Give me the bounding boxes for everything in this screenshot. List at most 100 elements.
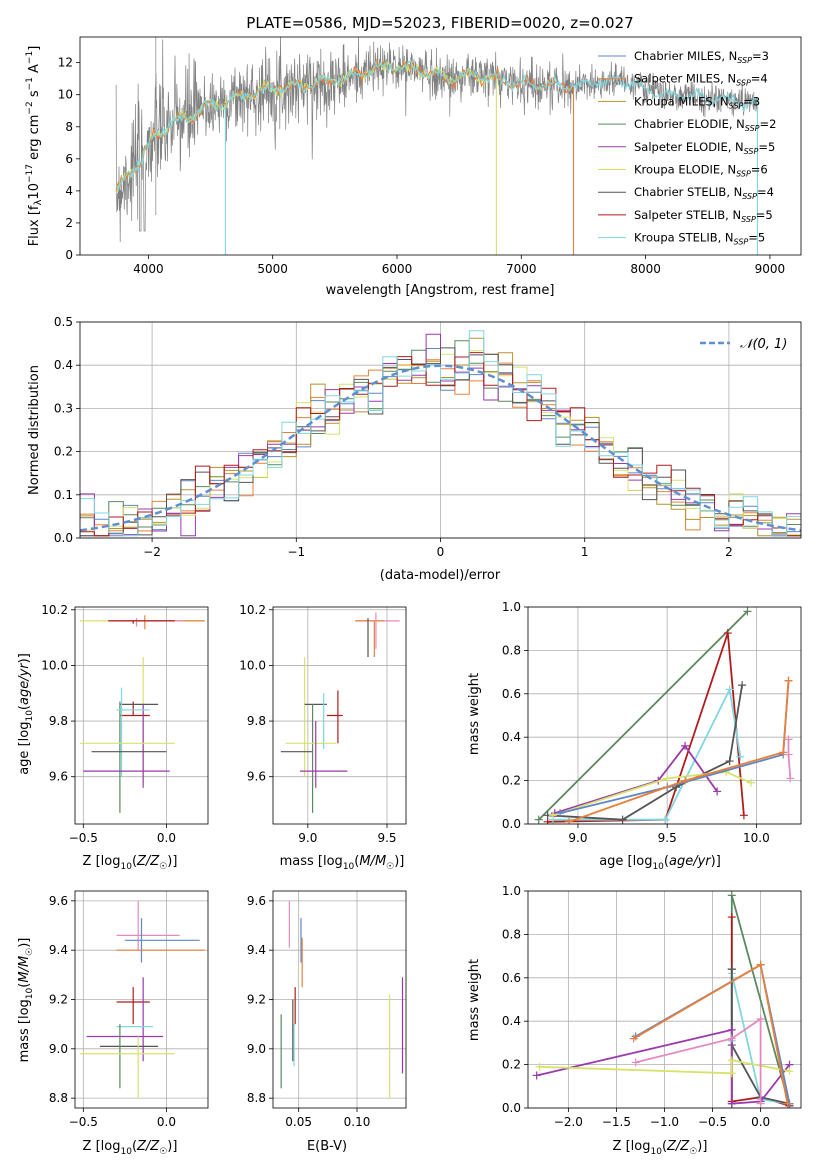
spectrum-y-tick-label: 4 <box>65 184 73 198</box>
mass-weight-vs-metallicity-point-marker <box>756 960 765 969</box>
mass-weight-vs-metallicity-series-line <box>730 969 790 1105</box>
age-vs-mass-y-tick-label: 9.6 <box>247 770 266 784</box>
mass-vs-ebv-y-tick-label: 8.8 <box>247 1091 266 1105</box>
mass-weight-vs-age-point-marker <box>725 757 734 766</box>
mass-weight-vs-metallicity-x-tick-label: −1.0 <box>650 1115 679 1129</box>
mass-weight-vs-metallicity-y-tick-label: 0.2 <box>502 1058 521 1072</box>
mass-weight-vs-age-point-marker <box>786 774 795 783</box>
spectrum-y-label-close: ] <box>27 46 42 51</box>
mass-weight-vs-metallicity-point-marker <box>783 1099 792 1108</box>
spectrum-legend-label-name: Salpeter ELODIE, N <box>634 140 744 154</box>
mass-weight-vs-age-point-marker <box>618 815 627 824</box>
spectrum-legend-label: Kroupa MILES, NSSP=3 <box>634 94 760 110</box>
spectrum-legend-label-count: =5 <box>756 208 773 222</box>
age-vs-metallicity-y-tick-label: 9.8 <box>49 714 68 728</box>
residuals-plot-area: −2 −1 0 1 2 0.0 0.1 0.2 0.3 0.4 0.5 <box>54 315 801 559</box>
mass-weight-vs-age-series-line <box>547 684 743 821</box>
age-vs-metallicity-y-label: age [log10(age/yr)] <box>17 653 35 775</box>
mass-weight-vs-age-series-line <box>538 610 749 821</box>
spectrum-legend-label-sub: SSP <box>737 56 752 65</box>
spectrum-legend-label-name: Chabrier STELIB, N <box>634 185 742 199</box>
spectrum-axes-frame <box>79 36 802 256</box>
mass-vs-ebv-panel: 0.05 0.10 8.8 9.0 9.2 9.4 9.6 <box>247 890 407 1129</box>
mass-weight-vs-metallicity-point-marker <box>785 1067 794 1076</box>
mass-weight-vs-age-point-marker <box>681 741 690 750</box>
mass-weight-vs-metallicity-x-tick-label: −1.5 <box>602 1115 631 1129</box>
residual-histogram-series <box>80 330 801 537</box>
spectrum-legend-label-name: Kroupa ELODIE, N <box>634 163 736 177</box>
mass-vs-metallicity-y-tick-label: 9.2 <box>49 993 68 1007</box>
age-vs-mass-panel: 9.0 9.5 9.6 9.8 10.0 10.2 <box>239 603 407 845</box>
mass-weight-vs-age-point-marker <box>713 787 722 796</box>
mass-weight-vs-age-point-marker <box>723 629 732 638</box>
mass-weight-vs-age-panel: 9.0 9.5 10.0 0.0 0.2 0.4 0.6 0.8 1.0 <box>502 600 802 845</box>
age-vs-metallicity-y-tick-label: 9.6 <box>49 770 68 784</box>
age-vs-mass-y-tick-label: 10.0 <box>239 658 266 672</box>
mass-vs-metallicity-y-tick-label: 8.8 <box>49 1091 68 1105</box>
residuals-panel: −2 −1 0 1 2 0.0 0.1 0.2 0.3 0.4 0.5 (data-model)/e… <box>27 315 802 583</box>
mass-vs-ebv-y-tick-label: 9.6 <box>247 894 266 908</box>
mass-vs-ebv-x-label: E(B-V) <box>307 1139 347 1154</box>
mass-weight-vs-age-point-marker <box>663 774 672 783</box>
residuals-y-tick-label: 0.4 <box>54 358 73 372</box>
mass-vs-ebv-marks <box>280 900 404 1099</box>
mass-weight-vs-age-point-marker <box>681 776 690 785</box>
residuals-x-tick-label: −2 <box>143 545 161 559</box>
spectrum-legend-label: Chabrier STELIB, NSSP=4 <box>634 185 774 201</box>
age-vs-mass-x-tick-label: 9.5 <box>377 831 396 845</box>
mass-weight-vs-metallicity-point-marker <box>756 1015 765 1024</box>
spectrum-x-tick-label: 8000 <box>630 262 661 276</box>
age-vs-mass-y-tick-label: 10.2 <box>239 603 266 617</box>
mass-weight-vs-metallicity-y-tick-label: 0.4 <box>502 1014 521 1028</box>
mass-weight-vs-metallicity-y-label: mass weight <box>467 959 482 1041</box>
spectrum-y-label-exp3: −1 <box>25 77 35 90</box>
spectrum-legend-label-count: =6 <box>751 163 768 177</box>
mass-weight-vs-metallicity-series-line <box>635 1017 762 1104</box>
mass-weight-vs-metallicity-point-marker <box>727 1069 736 1078</box>
mass-weight-vs-metallicity-y-tick-label: 0.0 <box>502 1101 521 1115</box>
residuals-x-tick-label: 0 <box>437 545 445 559</box>
mass-weight-vs-age-y-tick-label: 1.0 <box>502 600 521 614</box>
mass-weight-vs-metallicity-x-tick-label: −2.0 <box>554 1115 583 1129</box>
mass-weight-vs-age-x-tick-label: 9.5 <box>658 831 677 845</box>
residuals-marks <box>80 330 801 537</box>
age-vs-metallicity-y-tick-label: 10.0 <box>41 658 68 672</box>
mass-weight-vs-age-point-marker <box>779 748 788 757</box>
spectrum-y-label: Flux [fλ10−17 erg cm−2 s−1 A−1] <box>25 46 44 247</box>
spectrum-y-label-unit1: erg cm <box>27 115 42 164</box>
spectrum-y-label-sub: λ <box>33 199 44 205</box>
mass-weight-vs-age-point-marker <box>784 735 793 744</box>
mass-weight-vs-metallicity-axes-frame <box>527 890 802 1109</box>
mass-weight-vs-age-y-tick-label: 0.8 <box>502 643 521 657</box>
mass-weight-vs-metallicity-point-marker <box>727 1025 736 1034</box>
spectrum-y-tick-label: 12 <box>58 56 73 70</box>
mass-weight-vs-age-y-tick-label: 0.4 <box>502 730 521 744</box>
mass-weight-vs-metallicity-point-marker <box>727 1099 736 1108</box>
mass-weight-vs-metallicity-y-tick-label: 0.8 <box>502 927 521 941</box>
spectrum-legend-label-sub: SSP <box>741 215 756 224</box>
spectrum-legend-label: Kroupa ELODIE, NSSP=6 <box>634 163 768 179</box>
residuals-y-tick-label: 0.1 <box>54 488 73 502</box>
spectrum-x-tick-label: 9000 <box>755 262 786 276</box>
spectrum-y-tick-label: 0 <box>65 248 73 262</box>
mass-weight-vs-age-point-marker <box>784 676 793 685</box>
residuals-y-label: Normed distribution <box>27 365 42 495</box>
age-vs-mass-axes-frame <box>272 606 407 825</box>
spectrum-legend-label-count: =5 <box>748 231 765 245</box>
age-vs-metallicity-panel: −0.5 0.0 9.6 9.8 10.0 10.2 <box>41 603 209 845</box>
residuals-x-tick-label: −1 <box>287 545 305 559</box>
spectrum-legend-label-sub: SSP <box>744 147 759 156</box>
mass-vs-metallicity-y-label: mass [log10(M/M☉)] <box>17 938 35 1063</box>
spectrum-x-tick-label: 7000 <box>506 262 537 276</box>
spectrum-legend-label: Salpeter ELODIE, NSSP=5 <box>634 140 775 156</box>
mass-weight-vs-age-y-tick-label: 0.0 <box>502 817 521 831</box>
mass-weight-vs-age-y-tick-label: 0.6 <box>502 687 521 701</box>
spectrum-x-tick-label: 5000 <box>257 262 288 276</box>
mass-vs-metallicity-panel: −0.5 0.0 8.8 9.0 9.2 9.4 9.6 <box>49 890 209 1129</box>
mass-vs-metallicity-y-tick-label: 9.6 <box>49 894 68 908</box>
mass-vs-metallicity-x-label: Z [log10(Z/Z☉)] <box>83 1139 178 1157</box>
spectrum-legend-label: Kroupa STELIB, NSSP=5 <box>634 231 765 247</box>
age-vs-metallicity-x-label: Z [log10(Z/Z☉)] <box>83 854 178 872</box>
spectrum-legend-label-count: =5 <box>758 140 775 154</box>
spectrum-y-label-exp4: −1 <box>25 51 35 64</box>
